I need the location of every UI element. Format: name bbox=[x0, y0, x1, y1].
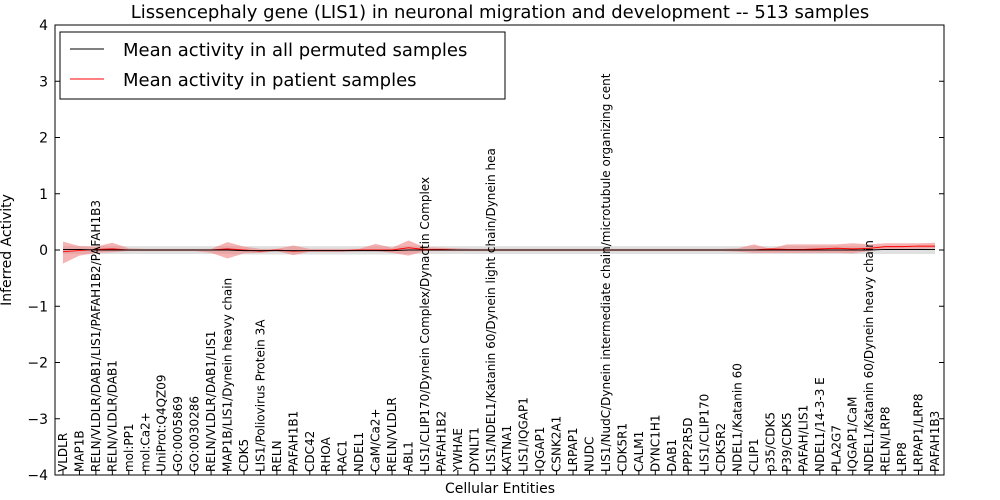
plot-area bbox=[62, 240, 935, 264]
x-tick-label: PAFAH/LIS1 bbox=[796, 405, 810, 472]
x-axis: VLDLR MAP1B RELN/VLDLR/DAB1/LIS1/PAFAH1B2/… bbox=[56, 73, 942, 475]
x-tick-label: PAFAH1B1 bbox=[286, 411, 300, 472]
x-tick-label: IQGAP1/CaM bbox=[846, 397, 860, 473]
x-tick-label: NUDC bbox=[582, 437, 596, 472]
x-tick-label: RELN/VLDLR/DAB1/LIS1/PAFAH1B2/PAFAH1B3 bbox=[89, 200, 103, 472]
y-tick-label: −3 bbox=[27, 412, 48, 428]
x-tick-label: NDEL1/Katanin 60/Dynein heavy chain bbox=[862, 240, 876, 472]
y-axis-label: Inferred Activity bbox=[0, 194, 15, 306]
legend: Mean activity in all permuted samples Me… bbox=[59, 31, 506, 100]
y-tick-label: −1 bbox=[27, 299, 48, 315]
permuted-mean-line bbox=[63, 248, 935, 252]
x-tick-label: GO:0005869 bbox=[171, 396, 185, 472]
y-axis: 4 3 2 1 0 −1 −2 −3 −4 bbox=[27, 18, 944, 484]
x-tick-label: LIS1/CLIP170 bbox=[698, 394, 712, 472]
x-tick-label: UniProt:Q4QZ09 bbox=[155, 374, 169, 472]
x-tick-label: RELN bbox=[270, 440, 284, 472]
x-tick-label: LIS1/Poliovirus Protein 3A bbox=[253, 319, 267, 472]
legend-label-patient: Mean activity in patient samples bbox=[123, 70, 417, 91]
x-tick-label: NDEL1 bbox=[352, 432, 366, 472]
x-tick-label: LIS1/IQGAP1 bbox=[517, 397, 531, 472]
x-tick-label: CDK5R2 bbox=[714, 423, 728, 472]
x-tick-label: CALM1 bbox=[632, 431, 646, 472]
x-tick-label: VLDLR bbox=[56, 433, 70, 472]
x-tick-label: RELN/LRP8 bbox=[879, 406, 893, 472]
x-tick-label: RAC1 bbox=[336, 440, 350, 472]
x-tick-label: LIS1/NudC/Dynein intermediate chain/micr… bbox=[599, 73, 613, 472]
x-tick-label: RELN/VLDLR bbox=[385, 397, 399, 472]
x-tick-label: CDK5R1 bbox=[615, 423, 629, 472]
x-tick-label: P39/CDK5 bbox=[780, 412, 794, 472]
x-tick-label: MAP1B bbox=[72, 430, 86, 472]
x-tick-label: PLA2G7 bbox=[829, 425, 843, 472]
x-tick-label: GO:0030286 bbox=[188, 396, 202, 472]
x-tick-label: NDEL1/14-3-3 E bbox=[813, 377, 827, 472]
x-tick-label: YWHAE bbox=[451, 428, 465, 473]
patient-band bbox=[63, 240, 935, 264]
x-tick-label: ABL1 bbox=[402, 441, 416, 472]
legend-box bbox=[59, 31, 506, 100]
x-tick-label: CLIP1 bbox=[747, 439, 761, 472]
x-tick-label: LRPAP1/LRP8 bbox=[912, 393, 926, 472]
x-tick-label: p35/CDK5 bbox=[763, 412, 777, 472]
x-tick-label: LRP8 bbox=[895, 442, 909, 472]
x-tick-label: mol:Ca2+ bbox=[138, 412, 152, 472]
x-tick-label: CDC42 bbox=[303, 431, 317, 472]
x-tick-label: CDK5 bbox=[237, 439, 251, 472]
x-tick-label: LIS1/NDEL1/Katanin 60/Dynein light chain… bbox=[484, 148, 498, 472]
x-tick-label: PAFAH1B2 bbox=[434, 411, 448, 472]
x-tick-label: LIS1/CLIP170/Dynein Complex/Dynactin Com… bbox=[418, 177, 432, 472]
y-tick-label: 0 bbox=[39, 243, 48, 259]
x-tick-label: DYNC1H1 bbox=[648, 414, 662, 472]
x-tick-label: IQGAP1 bbox=[533, 427, 547, 472]
x-tick-label: PAFAH1B3 bbox=[928, 411, 942, 472]
y-tick-label: 2 bbox=[39, 131, 48, 147]
x-tick-label: LRPAP1 bbox=[566, 427, 580, 472]
x-tick-label: RELN/VLDLR/DAB1 bbox=[105, 360, 119, 472]
y-tick-label: −4 bbox=[27, 468, 48, 484]
x-tick-label: DYNLT1 bbox=[467, 427, 481, 472]
x-tick-label: RELN/VLDLR/DAB1/LIS1 bbox=[204, 331, 218, 472]
legend-label-permuted: Mean activity in all permuted samples bbox=[123, 40, 467, 61]
x-axis-label: Cellular Entities bbox=[445, 481, 555, 497]
x-tick-label: NDEL1/Katanin 60 bbox=[731, 363, 745, 472]
x-tick-label: RHOA bbox=[319, 436, 333, 472]
x-tick-label: CaM/Ca2+ bbox=[369, 408, 383, 472]
x-tick-label: PPP2R5D bbox=[681, 417, 695, 472]
x-tick-label: DAB1 bbox=[665, 439, 679, 472]
x-tick-label: MAP1B/LIS1/Dynein heavy chain bbox=[221, 278, 235, 472]
y-tick-label: 1 bbox=[39, 187, 48, 203]
x-tick-label: mol:PP1 bbox=[122, 423, 136, 472]
y-tick-label: −2 bbox=[27, 356, 48, 372]
x-tick-label: CSNK2A1 bbox=[550, 416, 564, 472]
chart-title: Lissencephaly gene (LIS1) in neuronal mi… bbox=[131, 2, 870, 23]
y-tick-label: 4 bbox=[39, 18, 48, 34]
y-tick-label: 3 bbox=[39, 74, 48, 90]
x-tick-label: KATNA1 bbox=[500, 425, 514, 472]
